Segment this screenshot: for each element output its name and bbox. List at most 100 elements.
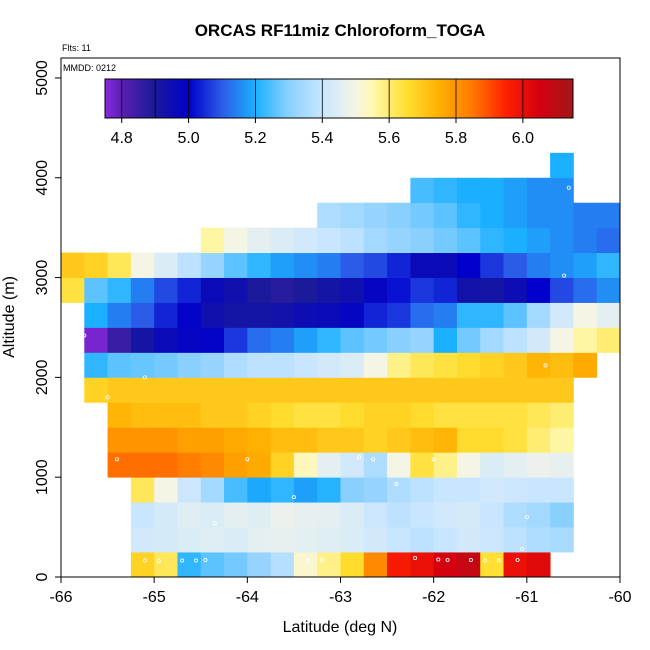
heatmap-cell — [526, 527, 551, 553]
heatmap-cell — [387, 477, 411, 503]
heatmap-cell — [177, 502, 202, 528]
heatmap-cell — [247, 502, 272, 528]
heatmap-cell — [503, 452, 528, 478]
heatmap-cell — [200, 527, 225, 553]
heatmap-cell — [317, 352, 341, 378]
heatmap-cell — [130, 327, 155, 353]
heatmap-cell — [107, 327, 132, 353]
heatmap-cell — [433, 377, 458, 403]
sample-point — [291, 495, 296, 500]
heatmap-cell — [550, 377, 574, 403]
heatmap-cell — [526, 202, 551, 229]
heatmap-cell — [456, 202, 481, 229]
heatmap-cell — [317, 202, 341, 229]
heatmap-cell — [410, 477, 435, 503]
heatmap-cell — [340, 477, 365, 503]
heatmap-cell — [363, 352, 388, 378]
heatmap-cell — [293, 302, 318, 328]
sample-point — [142, 375, 147, 380]
heatmap-cell — [480, 527, 504, 553]
heatmap-cell — [107, 427, 132, 453]
heatmap-cell — [154, 477, 178, 503]
heatmap-cell — [247, 302, 272, 328]
heatmap-cell — [550, 302, 574, 328]
heatmap-cell — [270, 302, 295, 328]
heatmap-cell — [130, 252, 155, 278]
heatmap-cell — [433, 502, 458, 528]
heatmap-cell — [130, 552, 155, 578]
y-tick-label: 0 — [34, 572, 51, 581]
sample-point — [156, 559, 161, 564]
heatmap-cell — [596, 277, 621, 303]
heatmap-cell — [480, 227, 504, 254]
heatmap-cell — [224, 552, 248, 578]
heatmap-cell — [270, 377, 295, 403]
heatmap-cell — [526, 427, 551, 453]
sample-point — [436, 557, 441, 562]
heatmap-cell — [410, 177, 435, 204]
heatmap-cell — [107, 402, 132, 428]
heatmap-cell — [480, 377, 504, 403]
heatmap-cell — [270, 527, 295, 553]
heatmap-cell — [200, 252, 225, 278]
heatmap-cell — [130, 427, 155, 453]
heatmap-cell — [550, 427, 574, 453]
sample-point — [468, 558, 473, 563]
x-tick-label: -62 — [422, 589, 445, 606]
heatmap-cell — [550, 202, 574, 229]
heatmap-cell — [130, 527, 155, 553]
heatmap-cell — [317, 402, 341, 428]
heatmap-cell — [177, 552, 202, 578]
colorbar-tick-label: 5.2 — [244, 130, 266, 147]
heatmap-cell — [456, 552, 481, 578]
heatmap-cell — [130, 502, 155, 528]
heatmap-cell — [503, 477, 528, 503]
heatmap-cell — [340, 502, 365, 528]
heatmap-cell — [433, 527, 458, 553]
heatmap-cell — [200, 327, 225, 353]
heatmap-cell — [387, 377, 411, 403]
heatmap-cell — [154, 327, 178, 353]
heatmap-cell — [526, 502, 551, 528]
sample-point — [482, 558, 487, 563]
x-tick-label: -65 — [143, 589, 166, 606]
heatmap-cell — [550, 352, 574, 378]
heatmap-cell — [573, 277, 598, 303]
sample-point — [245, 457, 250, 462]
heatmap-cell — [573, 352, 598, 378]
heatmap-cell — [410, 452, 435, 478]
colorbar-tick-label: 5.4 — [311, 130, 333, 147]
heatmap-cell — [293, 227, 318, 254]
heatmap-cell — [363, 452, 388, 478]
heatmap-cell — [270, 427, 295, 453]
sample-point — [496, 558, 501, 563]
heatmap-cell — [317, 527, 341, 553]
heatmap-cell — [177, 277, 202, 303]
heatmap-cell — [480, 352, 504, 378]
heatmap-cell — [456, 502, 481, 528]
heatmap-cell — [340, 377, 365, 403]
heatmap-cell — [363, 252, 388, 278]
heatmap-cell — [387, 327, 411, 353]
heatmap-cell — [84, 352, 108, 378]
sample-point — [142, 558, 147, 563]
heatmap-cell — [317, 502, 341, 528]
heatmap-cell — [503, 402, 528, 428]
x-tick-label: -61 — [515, 589, 538, 606]
heatmap-cell — [107, 377, 132, 403]
heatmap-cell — [154, 552, 178, 578]
heatmap-cell — [340, 302, 365, 328]
heatmap-cell — [387, 527, 411, 553]
heatmap-cell — [340, 427, 365, 453]
heatmap-cell — [200, 552, 225, 578]
heatmap-cell — [503, 302, 528, 328]
heatmap-cell — [154, 402, 178, 428]
heatmap-cell — [130, 402, 155, 428]
sample-point — [566, 185, 571, 190]
sample-point — [180, 558, 185, 563]
heatmap-cell — [177, 427, 202, 453]
heatmap-cell — [456, 252, 481, 278]
sample-point — [520, 547, 525, 552]
heatmap-cell — [317, 377, 341, 403]
